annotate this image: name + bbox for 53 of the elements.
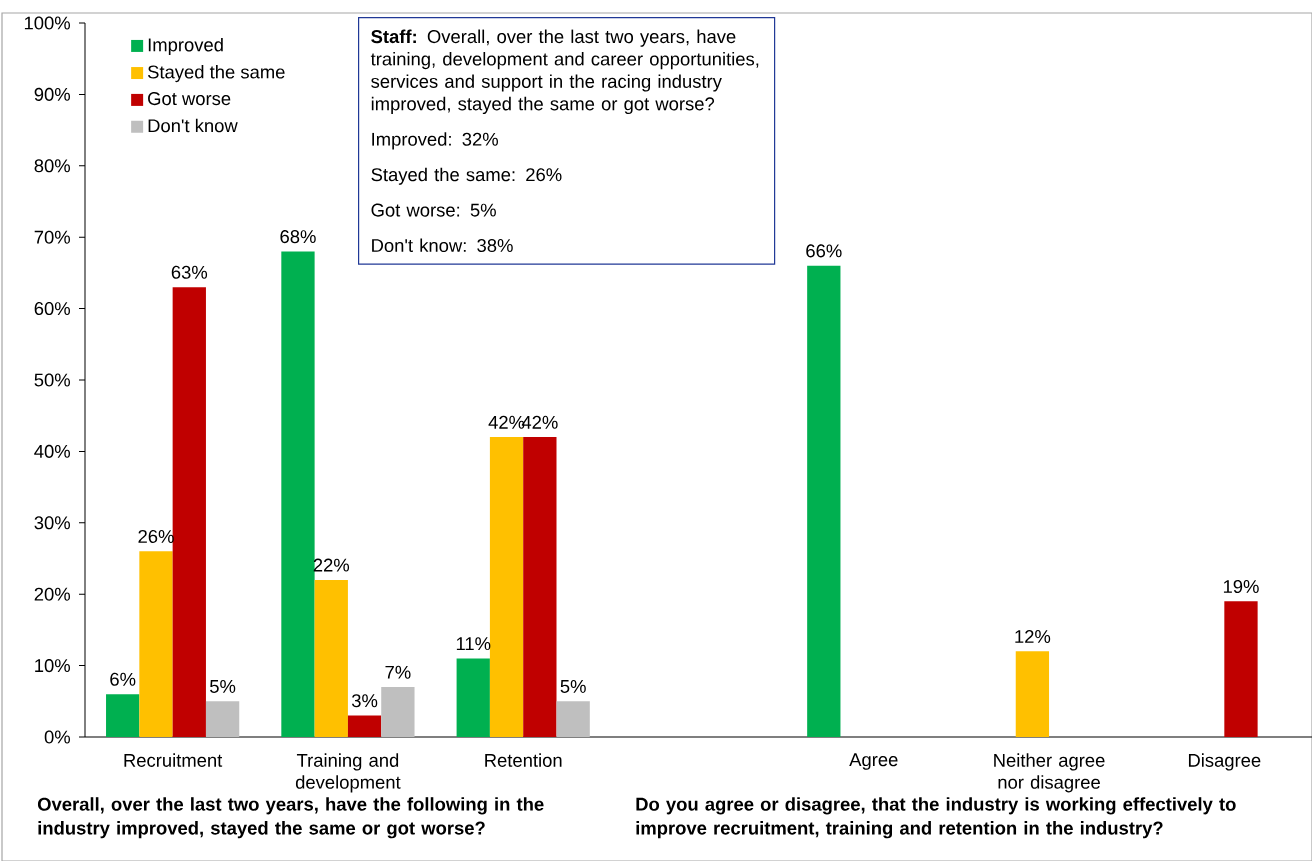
x-tick-label: Agree (849, 753, 898, 770)
data-label: 5% (210, 679, 236, 693)
y-tick-label: 50% (34, 373, 70, 387)
data-label: 5% (560, 679, 586, 693)
annotation: Got worse: 5% (371, 203, 496, 217)
y-tick-label: 0% (44, 730, 70, 744)
annotation: Improved: 32% (372, 132, 498, 150)
legend-label: Got worse (148, 92, 231, 106)
data-label: 63% (171, 265, 208, 279)
bar (1224, 601, 1258, 737)
bar (314, 579, 348, 737)
y-tick-label: 100% (24, 16, 70, 30)
bar (1015, 651, 1050, 737)
annotation: Stayed the same: 26% (371, 167, 562, 185)
annotation: Don't know: 38% (372, 238, 513, 253)
x-tick-label: Retention (485, 753, 562, 767)
y-tick-label: 20% (34, 587, 70, 601)
data-label: 7% (385, 665, 411, 679)
y-tick-label: 10% (35, 659, 70, 673)
bar (807, 265, 841, 737)
text: Overall, over the last two years, have the following in the industry improved, stayed the same or got worse? (37, 797, 544, 839)
bar (489, 437, 524, 737)
bar (523, 437, 557, 737)
y-tick-label: 40% (34, 444, 70, 458)
data-label: 12% (1015, 629, 1051, 643)
bar (347, 715, 382, 737)
bar (381, 687, 415, 737)
x-tick-label: Recruitment (124, 753, 223, 767)
y-tick-label: 80% (34, 159, 70, 173)
x-tick-label: Training and development (295, 753, 401, 793)
data-label: 3% (351, 694, 378, 708)
legend-label: Stayed the same (147, 64, 285, 83)
bar (172, 287, 206, 737)
bar (139, 551, 173, 737)
annotation: Staff: Overall, over the last two years, have training, development and career opportunities, services and support in the racing industry improved, stayed the same or got worse? (370, 29, 759, 115)
data-label: 19% (1223, 579, 1259, 593)
bar (205, 701, 240, 737)
y-tick-label: 70% (34, 230, 70, 244)
data-label: 68% (280, 230, 316, 244)
text: Do you agree or disagree, that the industry is working effectively to improve recruitment, training and retention in the industry? (636, 797, 1236, 839)
bar (456, 658, 490, 737)
legend-label: Don't know (148, 118, 238, 133)
legend-label: Improved (148, 37, 223, 56)
data-label: 6% (110, 672, 136, 686)
bar (281, 251, 315, 737)
bar (556, 701, 590, 737)
y-tick-label: 90% (34, 87, 70, 101)
bar (106, 694, 140, 737)
x-tick-label: Neither agree nor disagree (994, 753, 1105, 793)
y-tick-label: 60% (34, 302, 70, 316)
x-tick-label: Disagree (1188, 753, 1261, 771)
y-tick-label: 30% (34, 516, 70, 530)
data-label: 66% (806, 244, 842, 258)
